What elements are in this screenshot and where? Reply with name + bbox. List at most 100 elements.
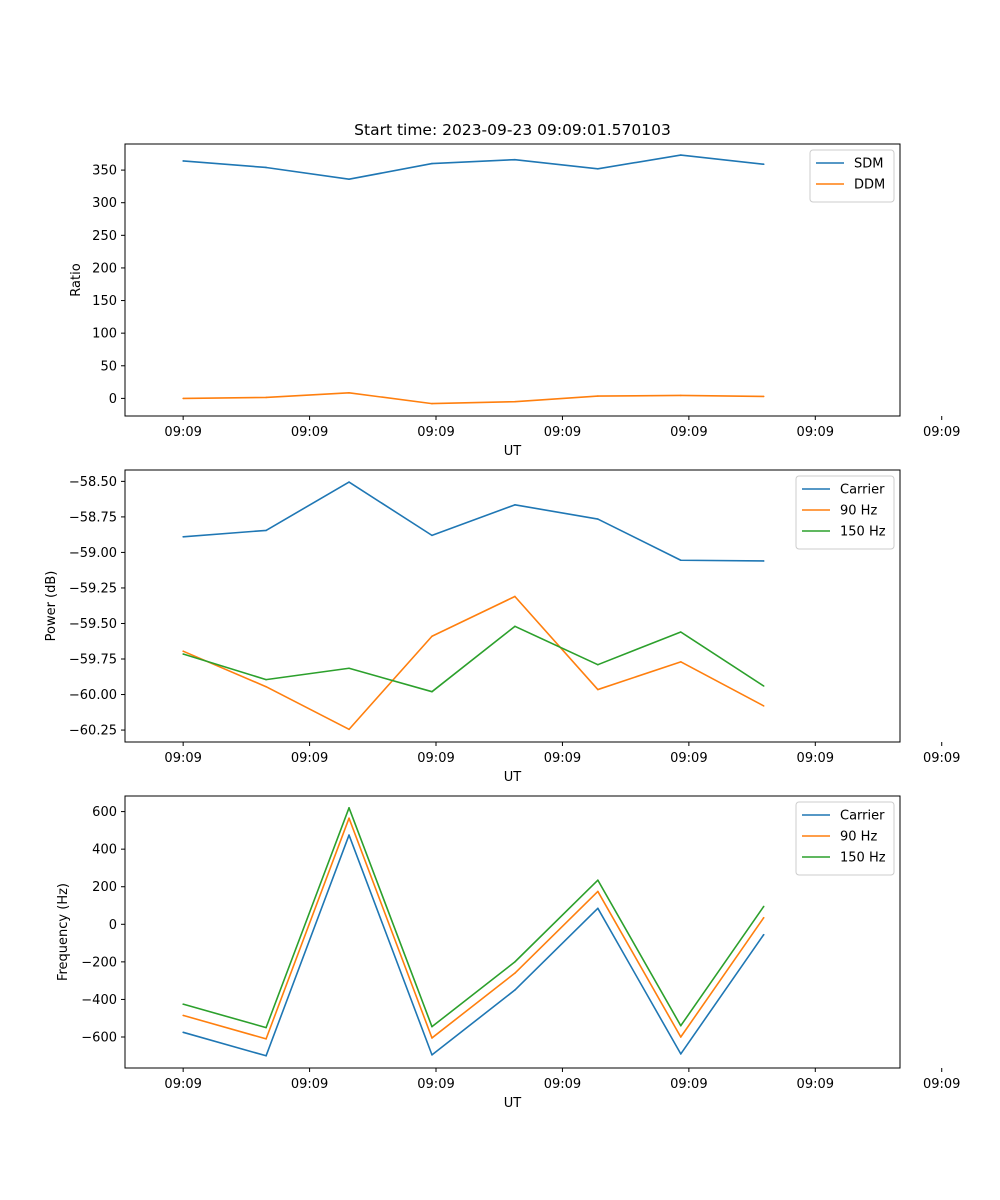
data-point (679, 631, 682, 633)
data-point (431, 534, 433, 537)
chart-panel-1: 09:0909:0909:0909:0909:0909:0909:0909:10… (69, 121, 960, 459)
y-tick-label: −59.25 (69, 581, 117, 596)
x-tick-label: 09:09 (923, 751, 960, 766)
data-point (762, 705, 765, 707)
data-point (514, 625, 516, 628)
x-tick-label: 09:09 (797, 425, 834, 440)
data-point (348, 728, 350, 731)
data-point (679, 661, 682, 663)
y-tick-label: 200 (92, 880, 117, 895)
data-point (265, 1038, 267, 1040)
data-point (597, 395, 599, 397)
data-point (514, 504, 516, 506)
data-point (182, 650, 184, 652)
data-point (348, 178, 350, 181)
data-point (265, 678, 267, 681)
legend-entry: Carrier (840, 483, 885, 498)
data-point (265, 1026, 267, 1029)
y-tick-label: 400 (92, 843, 117, 858)
data-point (597, 663, 599, 666)
data-point (182, 653, 184, 655)
data-point (762, 395, 765, 398)
legend: Carrier 90 Hz 150 Hz (795, 475, 895, 550)
x-axis-label: UT (504, 1096, 522, 1111)
y-axis-label: Frequency (Hz) (56, 883, 71, 981)
y-tick-label: 50 (100, 359, 117, 374)
x-axis-label: UT (504, 444, 522, 459)
data-point (679, 394, 682, 397)
legend-entry: 150 Hz (840, 851, 886, 866)
data-point (597, 907, 599, 910)
data-point (265, 685, 267, 688)
data-point (182, 1014, 184, 1017)
data-point (514, 972, 516, 974)
axes-frame (124, 469, 901, 743)
x-tick-label: 09:09 (164, 425, 201, 440)
data-point (762, 916, 765, 919)
series-line-ddm (183, 392, 764, 405)
axes-frame (124, 143, 901, 417)
data-point (597, 167, 599, 170)
legend: SDM DDM (809, 149, 895, 203)
series-line-sdm (183, 154, 764, 181)
x-tick-label: 09:09 (417, 751, 454, 766)
x-tick-label: 09:09 (670, 751, 707, 766)
x-tick-label: 09:09 (923, 425, 960, 440)
series-line-carrier (182, 834, 765, 1057)
y-axis-label: Power (dB) (44, 571, 59, 642)
y-tick-label: −58.50 (69, 475, 117, 490)
y-tick-label: −59.00 (69, 546, 117, 561)
data-point (679, 1036, 682, 1038)
data-point (265, 529, 267, 532)
y-tick-label: 150 (92, 294, 117, 309)
series-line-90-hz (182, 595, 765, 731)
chart-panel-3: 09:0909:0909:0909:0909:0909:0909:0909:10… (56, 795, 960, 1111)
data-point (679, 1024, 682, 1027)
y-tick-label: 300 (92, 196, 117, 211)
data-point (348, 667, 350, 670)
x-tick-label: 09:09 (923, 1077, 960, 1092)
x-tick-label: 09:09 (291, 1077, 328, 1092)
data-point (514, 595, 516, 598)
data-point (679, 559, 682, 562)
y-tick-label: 600 (92, 805, 117, 820)
chart-title: Start time: 2023-09-23 09:09:01.570103 (354, 121, 671, 139)
y-tick-label: −59.50 (69, 617, 117, 632)
data-point (514, 400, 516, 403)
data-point (182, 160, 184, 162)
data-point (182, 535, 184, 538)
x-tick-label: 09:09 (797, 1077, 834, 1092)
x-tick-label: 09:09 (291, 751, 328, 766)
data-point (597, 518, 599, 520)
data-point (431, 690, 433, 693)
x-axis-label: UT (504, 770, 522, 785)
data-point (597, 688, 599, 691)
y-tick-label: 0 (109, 392, 117, 407)
data-point (431, 635, 433, 638)
data-point (265, 396, 267, 399)
y-tick-label: −400 (81, 993, 117, 1008)
x-tick-label: 09:09 (544, 1077, 581, 1092)
data-point (182, 1003, 184, 1005)
y-tick-label: −600 (81, 1031, 117, 1046)
data-point (431, 402, 433, 405)
data-point (597, 890, 599, 893)
series-line-carrier (183, 481, 764, 562)
data-point (348, 817, 350, 819)
data-point (348, 392, 350, 394)
y-tick-label: 200 (92, 261, 117, 276)
y-tick-label: 0 (109, 918, 117, 933)
data-point (514, 158, 516, 161)
data-point (762, 933, 765, 936)
series-line-150-hz (182, 625, 765, 693)
series-line-90-hz (182, 817, 765, 1040)
data-point (348, 481, 350, 483)
legend-entry: DDM (854, 178, 885, 193)
x-tick-label: 09:09 (291, 425, 328, 440)
x-tick-label: 09:09 (670, 1077, 707, 1092)
y-tick-label: −60.25 (69, 724, 117, 739)
x-tick-label: 09:09 (164, 751, 201, 766)
data-point (431, 1025, 433, 1028)
data-point (348, 834, 350, 836)
